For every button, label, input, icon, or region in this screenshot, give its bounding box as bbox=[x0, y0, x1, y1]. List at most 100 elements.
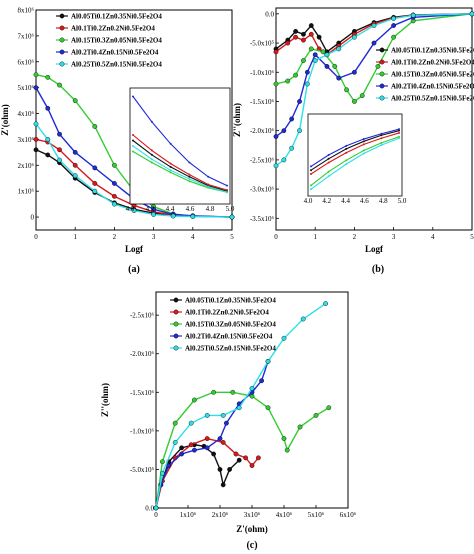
inset-x-tick-label: 5.0 bbox=[226, 205, 235, 213]
y-tick-label: -1.5x10⁶ bbox=[130, 389, 155, 397]
y-tick-label: 8x10⁶ bbox=[18, 7, 35, 15]
data-point bbox=[227, 467, 233, 472]
inset-series-1 bbox=[310, 130, 400, 171]
data-point bbox=[281, 335, 287, 341]
series-line-2 bbox=[155, 437, 259, 509]
inset-point bbox=[398, 135, 400, 138]
y-tick-label: 0 bbox=[31, 214, 35, 222]
inset-x-tick-label: 4.0 bbox=[126, 205, 135, 213]
inset-point bbox=[132, 134, 134, 136]
y-tick-label: 7x10⁶ bbox=[18, 32, 35, 40]
inset-point bbox=[150, 161, 153, 164]
x-tick-label: 5x10⁶ bbox=[308, 511, 325, 519]
data-point bbox=[211, 389, 217, 395]
inset-point bbox=[362, 140, 365, 143]
legend-marker bbox=[173, 333, 179, 339]
data-point bbox=[289, 116, 295, 122]
data-point bbox=[285, 78, 291, 84]
inset-point bbox=[169, 169, 172, 172]
x-tick-label: 1 bbox=[313, 233, 317, 241]
legend-entry: Al0.25Ti0.5Zn0.15Ni0.5Fe2O4 bbox=[185, 345, 276, 353]
data-point bbox=[166, 463, 172, 468]
x-tick-label: 4x10⁶ bbox=[276, 511, 293, 519]
data-point bbox=[179, 451, 185, 457]
data-point bbox=[151, 206, 157, 212]
data-point bbox=[320, 49, 326, 55]
inset-point bbox=[169, 165, 172, 168]
inset-point bbox=[310, 169, 312, 172]
x-tick-label: 3 bbox=[152, 233, 156, 241]
legend-entry: Al0.25Ti0.5Zn0.15Ni0.5Fe2O4 bbox=[391, 95, 474, 103]
legend-entry: Al0.1Ti0.2Zn0.2Ni0.5Fe2O4 bbox=[391, 59, 474, 67]
panel-a-xlabel: Logf bbox=[125, 244, 144, 254]
data-point bbox=[92, 124, 98, 129]
data-point bbox=[151, 212, 157, 217]
legend-entry: Al0.15Ti0.3Zn0.05Ni0.5Fe2O4 bbox=[71, 37, 162, 45]
legend-entry: Al0.15Ti0.3Zn0.05Ni0.5Fe2O4 bbox=[185, 321, 276, 329]
panel-a-ylabel: Z'(ohm) bbox=[0, 104, 10, 136]
inset-point bbox=[327, 161, 330, 164]
inset-point bbox=[169, 171, 172, 174]
inset-point bbox=[132, 95, 134, 98]
data-point bbox=[336, 46, 342, 52]
inset-point bbox=[169, 142, 172, 145]
inset-x-tick-label: 4.4 bbox=[166, 205, 175, 213]
y-tick-label: -5.0x10⁵ bbox=[130, 466, 155, 474]
data-point bbox=[300, 316, 306, 322]
x-tick-label: 0 bbox=[34, 233, 38, 241]
data-point bbox=[112, 201, 117, 207]
inset-x-tick-label: 4.6 bbox=[186, 205, 195, 213]
data-point bbox=[316, 34, 322, 40]
data-point bbox=[220, 413, 226, 418]
inset-point bbox=[310, 188, 312, 191]
inset-series-4 bbox=[310, 128, 400, 167]
inset-point bbox=[398, 128, 400, 131]
data-point bbox=[336, 75, 342, 81]
series-line-4 bbox=[155, 361, 269, 509]
legend-marker bbox=[173, 309, 179, 315]
data-point bbox=[332, 64, 338, 69]
inset-x-tick-label: 4.2 bbox=[146, 205, 155, 213]
data-point bbox=[249, 463, 255, 468]
data-point bbox=[304, 69, 310, 75]
y-tick-label: -5.0x10⁵ bbox=[250, 40, 275, 48]
data-point bbox=[236, 405, 242, 411]
panel-a-ticks: 0 1 2 3 4 5 0 1x10⁶ 2x10⁶ 3x10⁶ 4x10⁶ 5x10⁶ 6x10⁶ 7x1… bbox=[18, 7, 235, 242]
legend-entry: Al0.05Ti0.1Zn0.35Ni0.5Fe2O4 bbox=[185, 297, 276, 305]
data-point bbox=[243, 455, 249, 461]
x-tick-label: 4 bbox=[431, 233, 435, 241]
panel-c-legend: Al0.05Ti0.1Zn0.35Ni0.5Fe2O4 Al0.1Ti0.2Zn0… bbox=[170, 297, 276, 353]
data-point bbox=[293, 72, 298, 78]
inset-series-3 bbox=[132, 151, 228, 193]
data-point bbox=[259, 378, 264, 384]
data-point bbox=[229, 214, 235, 220]
panel-c-xlabel: Z'(ohm) bbox=[236, 524, 268, 534]
data-point bbox=[308, 23, 314, 28]
legend-entry: Al0.1Ti0.2Zn0.2Ni0.5Fe2O4 bbox=[185, 309, 269, 317]
data-point bbox=[371, 23, 377, 28]
data-point bbox=[92, 165, 98, 171]
y-tick-label: -1.5x10⁶ bbox=[250, 98, 275, 106]
inset-series-4 bbox=[132, 96, 228, 187]
inset-point bbox=[380, 141, 383, 144]
legend-entry: Al0.2Ti0.4Zn0.15Ni0.5Fe2O4 bbox=[391, 83, 474, 91]
y-tick-label: -3.0x10⁶ bbox=[250, 186, 275, 194]
inset-point bbox=[327, 175, 330, 178]
data-point bbox=[57, 82, 62, 88]
data-point bbox=[191, 447, 197, 453]
inset-point bbox=[310, 173, 312, 175]
data-point bbox=[72, 98, 78, 103]
inset-x-tick-label: 4.2 bbox=[322, 197, 331, 205]
data-point bbox=[297, 128, 302, 134]
panel-c: 0 1x10⁶ 2x10⁶ 3x10⁶ 4x10⁶ 5x10⁶ 6x10⁶ 0.0 -5.0x1… bbox=[100, 291, 357, 551]
inset-point bbox=[150, 153, 153, 156]
data-point bbox=[188, 420, 194, 426]
data-point bbox=[313, 413, 319, 418]
data-point bbox=[301, 31, 306, 37]
inset-series-1 bbox=[132, 140, 228, 192]
inset-point bbox=[345, 144, 348, 147]
panel-a-label: (a) bbox=[128, 264, 140, 275]
inset-point bbox=[362, 149, 365, 152]
data-point bbox=[72, 149, 78, 155]
inset-point bbox=[310, 184, 312, 187]
